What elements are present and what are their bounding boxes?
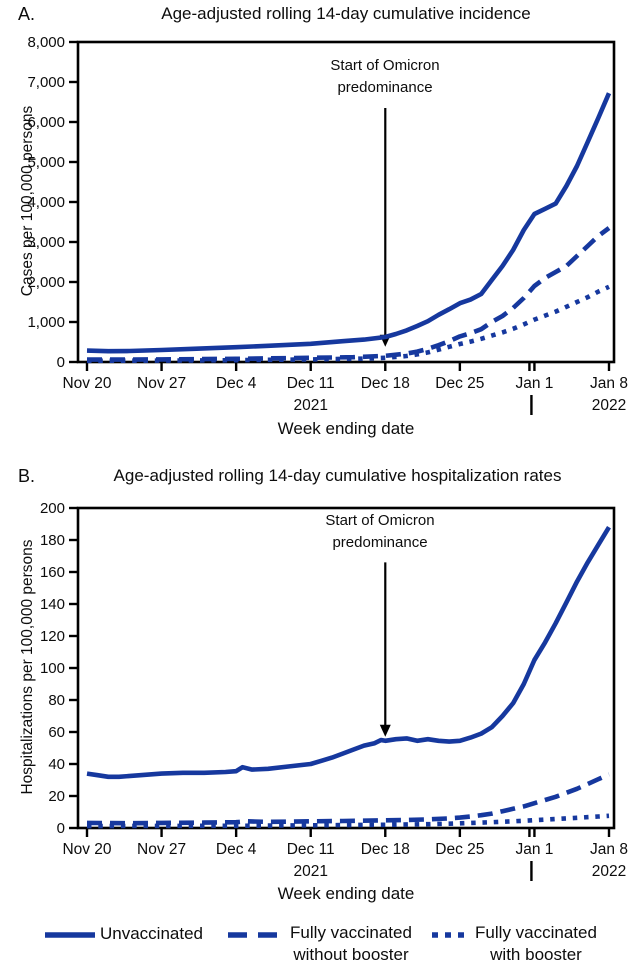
- panel-a-y-tick-label: 7,000: [27, 74, 65, 91]
- panel-b-x-tick-label: Jan 8: [590, 841, 628, 858]
- legend-label-with-booster: Fully vaccinated with booster: [468, 922, 604, 966]
- panel-a-annotation-line2: predominance: [337, 79, 433, 96]
- panel-b-x-tick-label: Dec 25: [435, 841, 484, 858]
- panel-a-y-tick-label: 0: [57, 354, 65, 371]
- legend-label-without-booster-line1: Fully vaccinated: [290, 923, 412, 942]
- panel-b-x-tick-label: Dec 11: [287, 841, 335, 858]
- panel-b-x-tick-label: Nov 20: [62, 841, 111, 858]
- panel-b-y-tick-label: 140: [40, 596, 65, 613]
- panel-b-year-label: 2021: [293, 863, 327, 880]
- panel-b-y-axis-label: Hospitalizations per 100,000 persons: [19, 539, 36, 795]
- panel-b-series-line-unvaccinated: [86, 526, 611, 780]
- legend-label-with-booster-line2: with booster: [490, 945, 582, 964]
- panel-b-y-tick-label: 160: [40, 564, 65, 581]
- panel-b-annotation-line1: Start of Omicron: [325, 512, 435, 529]
- panel-a-year-label: 2021: [293, 397, 327, 414]
- panel-a-y-tick-label: 1,000: [27, 314, 65, 331]
- panel-a-y-tick-label: 4,000: [27, 194, 65, 211]
- panel-b-annotation-arrow-head: [379, 724, 391, 737]
- legend-label-without-booster: Fully vaccinated without booster: [281, 922, 421, 966]
- panel-b-y-tick-label: 120: [40, 628, 65, 645]
- panel-b-x-tick-label: Nov 27: [137, 841, 186, 858]
- panel-b-y-tick-label: 40: [48, 756, 65, 773]
- panel-b-y-tick-label: 0: [57, 820, 65, 837]
- panel-a-label: A.: [18, 4, 36, 24]
- panel-a-x-tick-label: Jan 1: [515, 375, 553, 392]
- panel-a-title: Age-adjusted rolling 14-day cumulative i…: [161, 4, 531, 23]
- panel-a-x-tick-label: Nov 27: [137, 375, 186, 392]
- panel-a-x-tick-label: Dec 11: [287, 375, 335, 392]
- panel-b-plot-frame: [76, 506, 616, 830]
- panel-a-y-tick-label: 3,000: [27, 234, 65, 251]
- panel-a-y-tick-label: 5,000: [27, 154, 65, 171]
- panel-b-x-tick-label: Dec 4: [216, 841, 257, 858]
- panel-a-y-tick-label: 6,000: [27, 114, 65, 131]
- panel-b-x-axis-label: Week ending date: [277, 884, 415, 903]
- panel-a-series-line-unvaccinated: [86, 92, 612, 354]
- panel-a-y-tick-label: 8,000: [27, 34, 65, 51]
- panel-a-annotation: Start of Omicron predominance: [275, 55, 495, 99]
- panel-b-annotation: Start of Omicron predominance: [270, 510, 490, 554]
- panel-b-series-line-fully-vaccinated-without-booster: [86, 772, 610, 826]
- panel-a-y-axis-label: Cases per 100,000 persons: [19, 105, 36, 297]
- panel-b-y-tick-label: 200: [40, 500, 65, 517]
- panel-a-y-tick-label: 2,000: [27, 274, 65, 291]
- panel-a-x-axis-label: Week ending date: [277, 419, 415, 438]
- panel-a-year-label: 2022: [592, 397, 626, 414]
- panel-a-x-tick-label: Nov 20: [62, 375, 111, 392]
- panel-b-title: Age-adjusted rolling 14-day cumulative h…: [113, 466, 562, 485]
- panel-b-y-tick-label: 20: [48, 788, 65, 805]
- panel-a-x-tick-label: Dec 4: [216, 375, 257, 392]
- panel-a-annotation-line1: Start of Omicron: [330, 57, 440, 74]
- panel-b-x-tick-label: Dec 18: [361, 841, 410, 858]
- legend-label-with-booster-line1: Fully vaccinated: [475, 923, 597, 942]
- panel-b-label: B.: [18, 466, 36, 486]
- panel-a-x-tick-label: Dec 18: [361, 375, 410, 392]
- panel-b-annotation-line2: predominance: [332, 534, 428, 551]
- panel-b-y-tick-label: 80: [48, 692, 65, 709]
- panel-b-year-label: 2022: [592, 863, 626, 880]
- legend-label-without-booster-line2: without booster: [293, 945, 409, 964]
- panel-b-y-tick-label: 60: [48, 724, 65, 741]
- panel-b-y-tick-label: 100: [40, 660, 65, 677]
- panel-a-x-tick-label: Jan 8: [590, 375, 628, 392]
- panel-b-y-tick-label: 180: [40, 532, 65, 549]
- panel-a-series-line-fully-vaccinated-without-booster: [87, 226, 611, 362]
- legend-label-unvaccinated: Unvaccinated: [100, 924, 204, 943]
- panel-b-x-tick-label: Jan 1: [515, 841, 553, 858]
- panel-b-series-line-fully-vaccinated-with-booster: [86, 813, 610, 829]
- panel-a-x-tick-label: Dec 25: [435, 375, 484, 392]
